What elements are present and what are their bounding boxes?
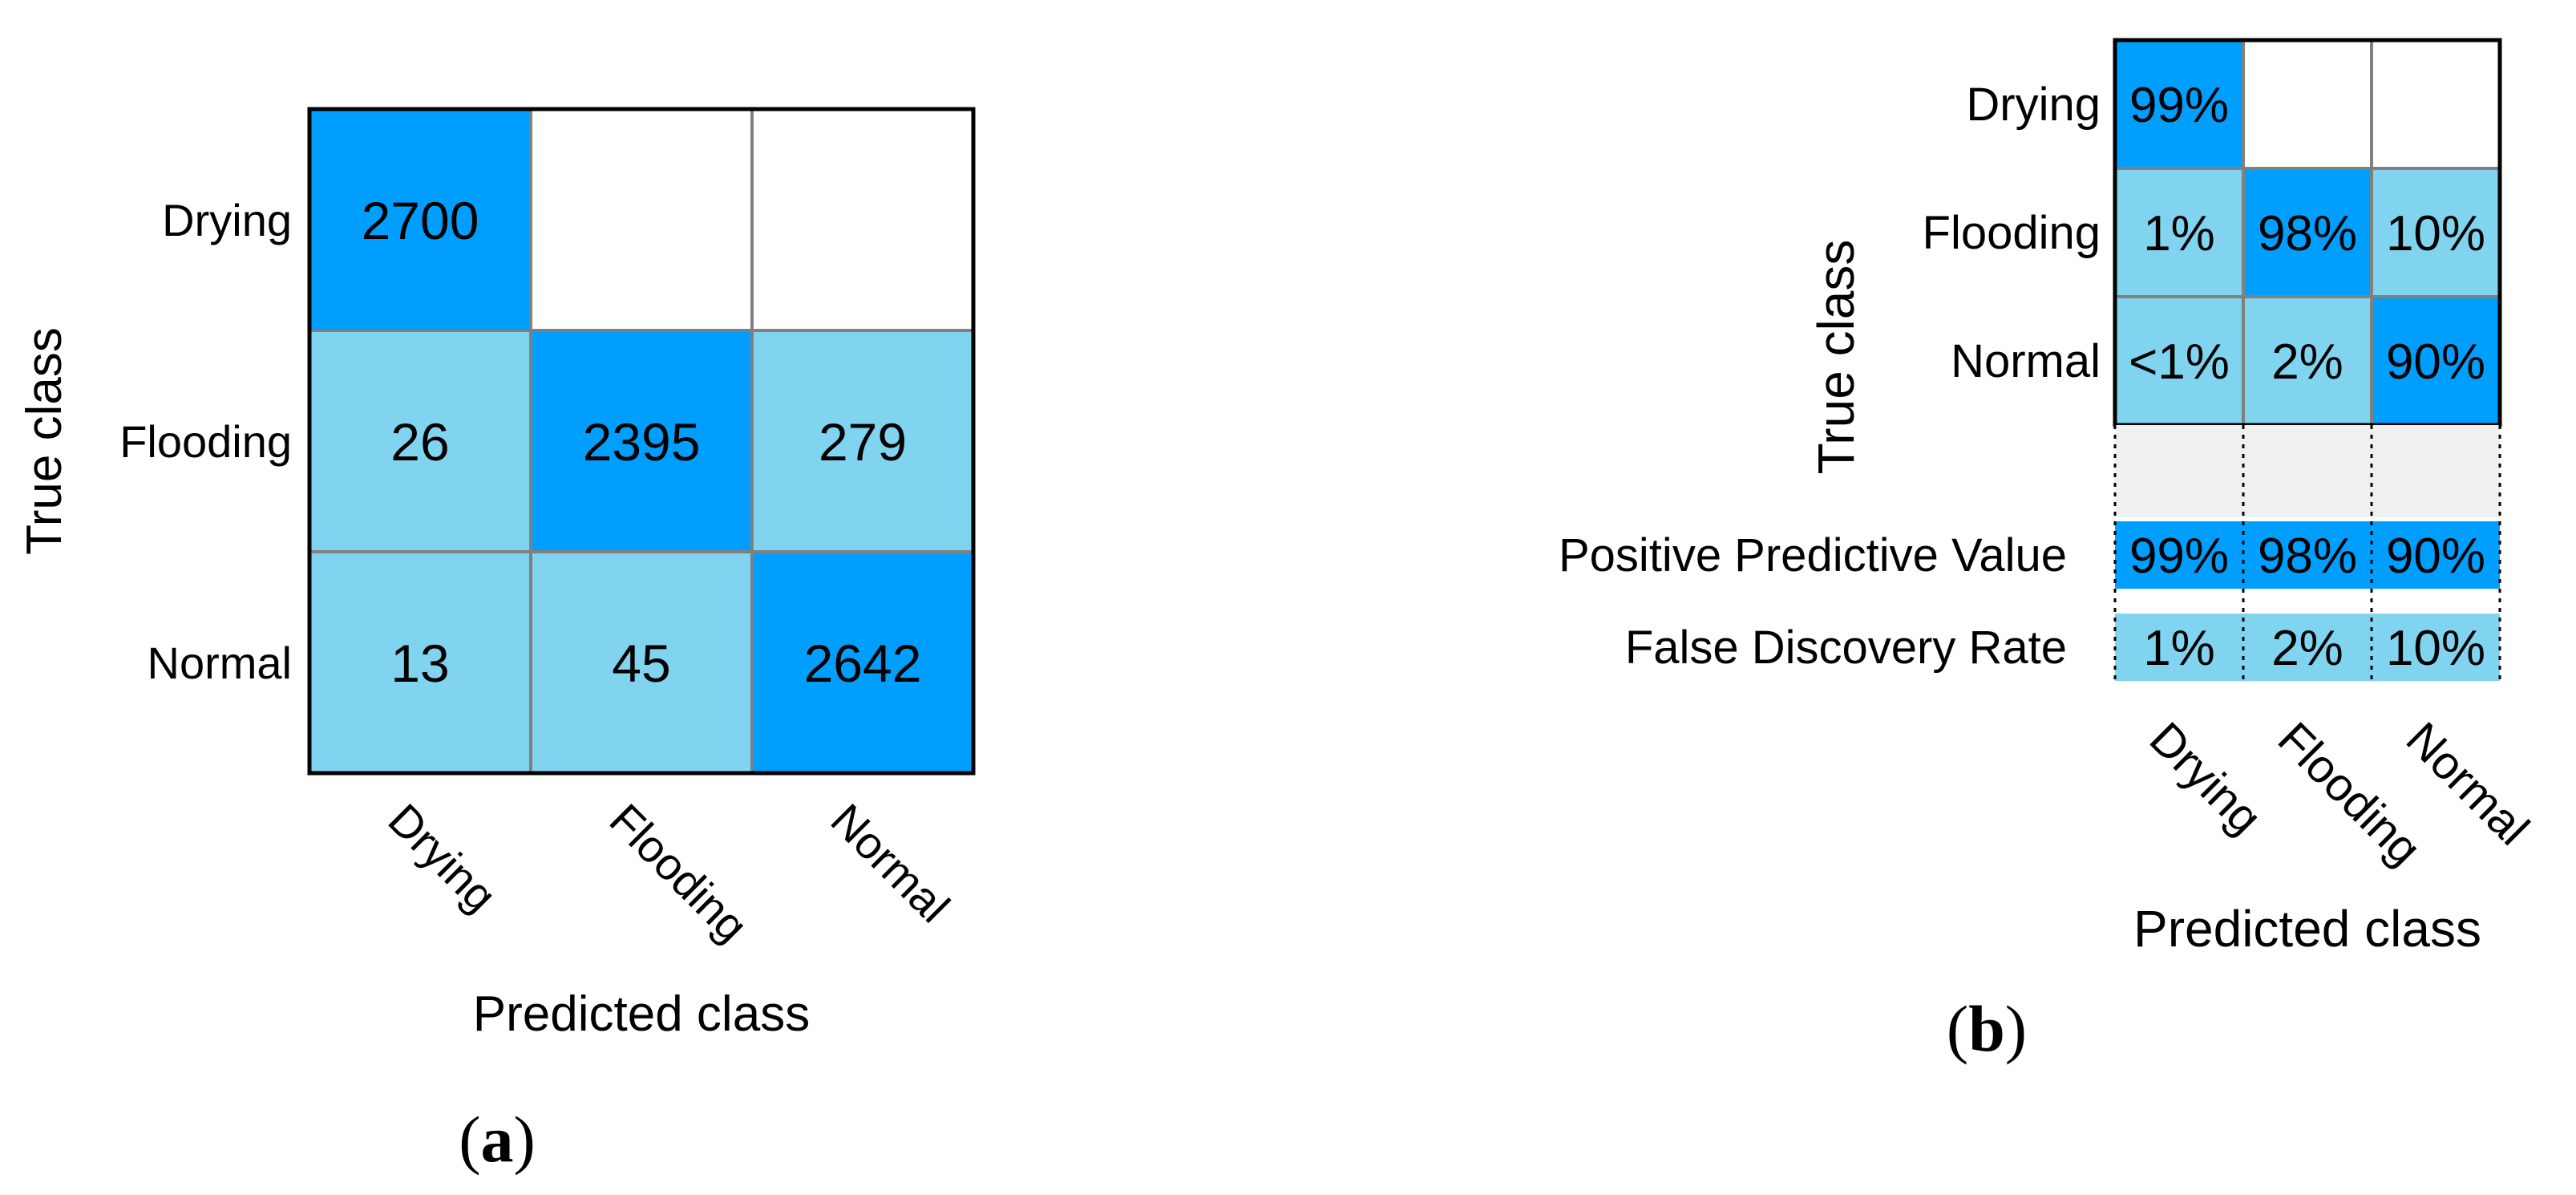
matrix-a-row-label: Flooding bbox=[119, 416, 292, 467]
matrix-a-col-label: Normal bbox=[822, 794, 960, 932]
summary-row-label: Positive Predictive Value bbox=[1559, 529, 2067, 581]
panel-a-confusion-matrix-counts: 2700 Drying 26 2395 279 Flooding 13 45 2642 Norma… bbox=[17, 107, 976, 1176]
matrix-a-cell-label-r2-c2: 2642 bbox=[804, 634, 922, 693]
summary-cell-label-r0-c2: 90% bbox=[2386, 529, 2485, 584]
summary-row-label: False Discovery Rate bbox=[1625, 622, 2067, 674]
matrix-a-y-axis-title: True class bbox=[17, 327, 72, 555]
matrix-b-x-axis-title: Predicted class bbox=[2133, 900, 2481, 958]
matrix-b-cell-r0-c1 bbox=[2242, 38, 2373, 170]
matrix-a-row-label: Drying bbox=[162, 195, 292, 245]
matrix-b-cell-r2-c2 bbox=[2370, 295, 2501, 427]
matrix-a-col-label: Drying bbox=[379, 794, 507, 922]
matrix-b-cell-label-r1-c0: 1% bbox=[2143, 206, 2215, 261]
matrix-a-cell-r0-c2 bbox=[750, 107, 975, 332]
summary-cell-label-r0-c0: 99% bbox=[2129, 529, 2229, 584]
matrix-b-cell-label-r1-c1: 98% bbox=[2258, 206, 2357, 261]
matrix-b-cell-label-r2-c1: 2% bbox=[2271, 334, 2343, 390]
matrix-a-cell-r1-c1 bbox=[529, 329, 754, 553]
panel-b-caption-open: ( bbox=[1947, 992, 1968, 1065]
matrix-b-row-label: Flooding bbox=[1923, 207, 2101, 259]
matrix-b-spacer bbox=[2115, 425, 2500, 517]
panel-a-caption-open: ( bbox=[459, 1103, 480, 1176]
matrix-a-cell-label-r0-c0: 2700 bbox=[362, 191, 479, 250]
matrix-b-cell-label-r2-c2: 90% bbox=[2386, 334, 2485, 390]
matrix-b-y-axis-title: True class bbox=[1807, 240, 1865, 475]
summary-cell-r1-c2 bbox=[2372, 614, 2500, 681]
matrix-a-cell-label-r1-c1: 2395 bbox=[583, 412, 701, 472]
summary-cell-r1-c1 bbox=[2243, 614, 2372, 681]
matrix-a-cell-label-r1-c2: 279 bbox=[819, 412, 907, 472]
matrix-a-frame bbox=[307, 107, 976, 776]
panel-b-caption-letter: b bbox=[1968, 992, 2005, 1065]
matrix-b-cell-r1-c0 bbox=[2113, 167, 2245, 298]
matrix-a-row-label: Normal bbox=[148, 638, 292, 688]
matrix-b-col-label: Drying bbox=[2140, 712, 2271, 844]
matrix-b-row-label: Drying bbox=[1966, 79, 2101, 131]
matrix-a-cell-r0-c0 bbox=[308, 107, 532, 332]
panel-b-caption: (b) bbox=[1947, 992, 2027, 1065]
summary-cell-label-r1-c0: 1% bbox=[2143, 621, 2215, 676]
matrix-a-x-axis-title: Predicted class bbox=[473, 986, 810, 1042]
panel-b-confusion-matrix-percent: 99% Drying 1% 98% 10% Flooding <1% 2% 90% Normal 9… bbox=[1559, 38, 2539, 1065]
panel-a-caption: (a) bbox=[459, 1103, 536, 1176]
summary-cell-r0-c0 bbox=[2115, 521, 2243, 589]
matrix-a-cell-r1-c0 bbox=[308, 329, 532, 553]
summary-cell-label-r0-c1: 98% bbox=[2258, 529, 2357, 584]
matrix-a-cell-label-r2-c0: 13 bbox=[390, 634, 449, 693]
matrix-b-cell-label-r0-c0: 99% bbox=[2129, 78, 2229, 133]
summary-cell-r1-c0 bbox=[2115, 614, 2243, 681]
panel-a-caption-close: ) bbox=[514, 1103, 536, 1176]
matrix-a-cell-r1-c2 bbox=[750, 329, 975, 553]
matrix-a-cell-r0-c1 bbox=[529, 107, 754, 332]
matrix-b-cell-label-r2-c0: <1% bbox=[2129, 334, 2230, 390]
summary-cell-r0-c1 bbox=[2243, 521, 2372, 589]
summary-cell-label-r1-c1: 2% bbox=[2271, 621, 2343, 676]
summary-cell-r0-c2 bbox=[2372, 521, 2500, 589]
matrix-b-cell-r1-c2 bbox=[2370, 167, 2501, 298]
matrix-b-cell-r0-c2 bbox=[2370, 38, 2501, 170]
matrix-b-row-label: Normal bbox=[1951, 335, 2101, 387]
matrix-b-col-label: Flooding bbox=[2268, 712, 2431, 875]
summary-cell-label-r1-c2: 10% bbox=[2386, 621, 2485, 676]
matrix-a-col-label: Flooding bbox=[601, 794, 758, 951]
panel-a-caption-letter: a bbox=[481, 1103, 514, 1176]
matrix-a-cell-r2-c1 bbox=[529, 550, 754, 775]
panel-b-caption-close: ) bbox=[2005, 992, 2027, 1065]
matrix-a-cell-label-r2-c1: 45 bbox=[612, 634, 670, 693]
matrix-a-cell-label-r1-c0: 26 bbox=[390, 412, 449, 472]
matrix-b-cell-label-r1-c2: 10% bbox=[2386, 206, 2485, 261]
